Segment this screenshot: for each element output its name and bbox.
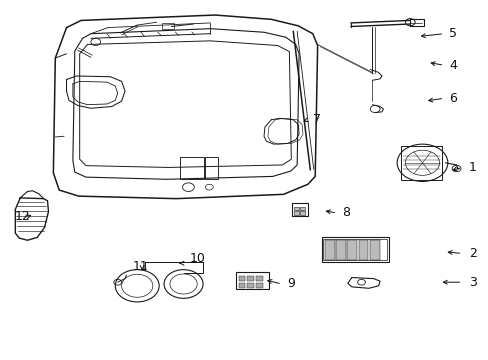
Text: 1: 1 [468, 161, 476, 174]
Text: 4: 4 [448, 59, 456, 72]
Bar [346, 239, 356, 260]
Text: 10: 10 [189, 252, 205, 265]
Bar [204, 157, 218, 179]
Bar [409, 19, 423, 26]
Text: 2: 2 [468, 247, 476, 260]
Bar [369, 239, 379, 260]
Bar [400, 146, 441, 180]
Bar [247, 276, 254, 281]
Text: 6: 6 [448, 92, 456, 105]
Bar [358, 239, 367, 260]
Bar [321, 237, 388, 262]
Text: 11: 11 [132, 260, 148, 273]
Bar [323, 239, 386, 260]
Text: 8: 8 [341, 207, 349, 220]
Bar [238, 276, 245, 281]
Bar [300, 211, 305, 215]
Bar [300, 207, 305, 210]
Bar [180, 157, 203, 179]
Bar [161, 23, 173, 30]
Bar [292, 203, 307, 216]
Bar [235, 272, 268, 289]
Text: 9: 9 [287, 278, 295, 291]
Text: 12: 12 [14, 210, 30, 223]
Text: 3: 3 [468, 276, 476, 289]
Bar [238, 283, 245, 288]
Bar [256, 276, 263, 281]
Bar [335, 239, 345, 260]
Bar [293, 207, 298, 210]
Text: 5: 5 [448, 27, 456, 40]
Text: 7: 7 [312, 113, 320, 126]
Bar [325, 239, 334, 260]
Bar [293, 211, 298, 215]
Bar [247, 283, 254, 288]
Bar [256, 283, 263, 288]
